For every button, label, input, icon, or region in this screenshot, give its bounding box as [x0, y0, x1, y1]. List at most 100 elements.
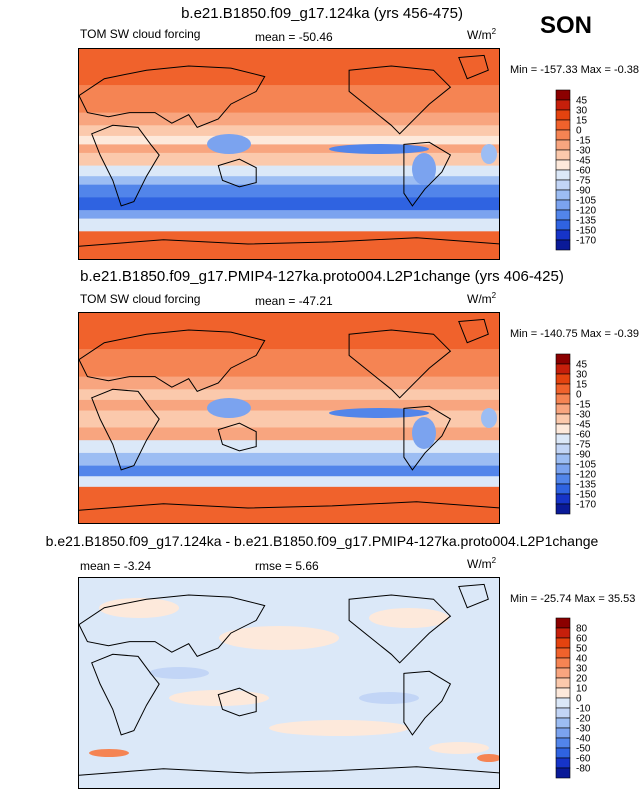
colorbar-tick-label: -40	[576, 734, 591, 745]
coastline	[458, 318, 489, 344]
colorbar-swatch	[555, 209, 571, 221]
colorbar-tick-label: -10	[576, 704, 591, 715]
colorbar-tick-label: -135	[576, 480, 596, 491]
colorbar-tick-label: -90	[576, 186, 591, 197]
panel-1-mean-label: mean = -50.46	[255, 30, 333, 44]
field-anomaly	[99, 598, 179, 618]
colorbar-swatch	[555, 393, 571, 405]
panel-1-title: b.e21.B1850.f09_g17.124ka (yrs 456-475)	[181, 5, 463, 22]
coastline	[348, 65, 452, 135]
field-band	[79, 49, 499, 86]
colorbar-swatch	[555, 443, 571, 455]
coastline	[403, 670, 452, 736]
colorbar-swatch	[555, 423, 571, 435]
field-anomaly	[329, 144, 429, 154]
panel-2-map	[78, 312, 500, 524]
colorbar-tick-label: -15	[576, 136, 591, 147]
colorbar-swatch	[555, 383, 571, 395]
panel-1-variable-label: TOM SW cloud forcing	[80, 27, 201, 41]
coastline	[79, 501, 499, 511]
field-band	[79, 440, 499, 454]
colorbar-tick-label: 45	[576, 96, 588, 107]
field-band	[79, 389, 499, 401]
colorbar-tick-label: -15	[576, 400, 591, 411]
field-anomaly	[329, 408, 429, 418]
panel-3-minmax-label: Min = -25.74 Max = 35.53	[510, 593, 636, 605]
colorbar-swatch	[555, 647, 571, 659]
field-band	[79, 313, 499, 350]
field-anomaly	[269, 720, 409, 736]
colorbar-tick-label: 0	[576, 390, 582, 401]
colorbar-tick-label: -120	[576, 470, 596, 481]
colorbar-swatch	[555, 413, 571, 425]
colorbar-tick-label: 30	[576, 370, 588, 381]
colorbar-swatch	[555, 119, 571, 131]
coastline	[458, 54, 489, 80]
field-anomaly	[481, 408, 497, 428]
colorbar-swatch	[555, 707, 571, 719]
colorbar-swatch	[555, 129, 571, 141]
field-band	[79, 112, 499, 126]
colorbar-tick-label: -50	[576, 744, 591, 755]
coastline	[217, 422, 257, 452]
panel-1-minmax-label: Min = -157.33 Max = -0.38	[510, 64, 640, 76]
field-band	[79, 184, 499, 198]
colorbar-tick-label: -60	[576, 430, 591, 441]
field-band	[79, 476, 499, 488]
colorbar-tick-label: -105	[576, 196, 596, 207]
field-anomaly	[429, 742, 489, 754]
field-band	[79, 465, 499, 477]
colorbar-tick-label: -75	[576, 440, 591, 451]
colorbar-tick-label: 45	[576, 360, 588, 371]
colorbar-swatch	[555, 473, 571, 485]
field-band	[79, 135, 499, 145]
coastline	[91, 388, 160, 471]
colorbar-swatch	[555, 757, 571, 769]
field-band	[79, 176, 499, 186]
coastline	[217, 687, 257, 717]
colorbar-tick-label: 30	[576, 664, 588, 675]
colorbar-swatch	[555, 219, 571, 231]
panel-3-title: b.e21.B1850.f09_g17.124ka - b.e21.B1850.…	[45, 533, 599, 549]
colorbar-tick-label: -75	[576, 176, 591, 187]
colorbar-tick-label: 40	[576, 654, 588, 665]
colorbar-tick-label: -170	[576, 500, 596, 511]
colorbar-tick-label: 0	[576, 694, 582, 705]
colorbar-swatch	[555, 667, 571, 679]
colorbar-tick-label: -30	[576, 724, 591, 735]
colorbar-swatch	[555, 239, 571, 251]
colorbar-swatch	[555, 657, 571, 669]
colorbar-swatch	[555, 373, 571, 385]
coastline	[348, 329, 452, 399]
field-anomaly	[359, 692, 419, 704]
field-band	[79, 399, 499, 412]
field-anomaly	[481, 144, 497, 164]
field-band	[79, 165, 499, 177]
colorbar-tick-label: 15	[576, 116, 588, 127]
field-band	[79, 218, 499, 232]
colorbar-swatch	[555, 403, 571, 415]
panel-2-mean-label: mean = -47.21	[255, 294, 333, 308]
colorbar-tick-label: -45	[576, 156, 591, 167]
panel-2-colorbar: 45 30 15 0 -15 -30 -45 -60 -75 -90 -105 -120 -135 -15…	[555, 353, 616, 524]
panel-3-colorbar: 80 60 50 40 30 20 10 0 -10 -20 -30 -40 -50 -60 -80	[555, 617, 616, 788]
coastline	[348, 594, 452, 664]
field-anomaly	[149, 667, 209, 679]
coastline	[403, 141, 452, 207]
field-band	[79, 410, 499, 428]
colorbar-tick-label: -30	[576, 146, 591, 157]
field-band	[79, 452, 499, 467]
field-band	[79, 210, 499, 220]
colorbar-tick-label: -135	[576, 216, 596, 227]
coastline	[403, 405, 452, 471]
panel-2-minmax-label: Min = -140.75 Max = -0.39	[510, 328, 640, 340]
field-band	[79, 85, 499, 114]
colorbar-tick-label: -150	[576, 226, 596, 237]
colorbar-swatch	[555, 353, 571, 365]
coastline	[91, 653, 160, 736]
colorbar-swatch	[555, 747, 571, 759]
field-anomaly	[207, 398, 251, 418]
field-anomaly	[412, 417, 436, 449]
colorbar-swatch	[555, 159, 571, 171]
coastline	[79, 65, 266, 129]
